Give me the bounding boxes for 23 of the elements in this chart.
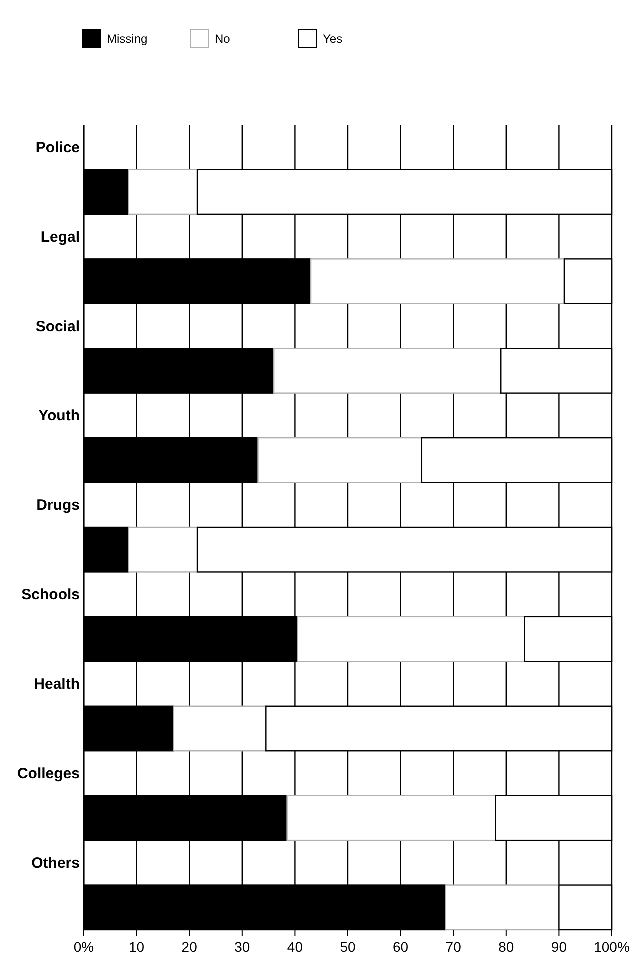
x-tick-label: 40 [287, 939, 304, 955]
y-tick-label: Drugs [36, 497, 80, 514]
y-tick-label: Social [36, 318, 80, 336]
y-tick-label: Legal [40, 228, 80, 246]
x-tick-label: 0% [74, 939, 94, 955]
y-tick-label: Colleges [17, 765, 80, 782]
x-tick-label: 30 [234, 939, 250, 955]
x-tick-label: 10 [129, 939, 145, 955]
x-tick-label: 60 [393, 939, 409, 955]
x-tick-label: 20 [182, 939, 198, 955]
x-tick-label: 70 [446, 939, 462, 955]
x-tick-label: 90 [551, 939, 568, 955]
y-tick-label: Police [36, 139, 80, 156]
legend-label: Yes [323, 32, 343, 46]
y-tick-label: Schools [22, 586, 80, 604]
legend-label: Missing [107, 32, 148, 46]
x-tick-label: 50 [340, 939, 356, 955]
x-tick-label: 80 [498, 939, 514, 955]
y-tick-label: Youth [38, 408, 80, 425]
y-tick-label: Others [32, 854, 80, 872]
legend-label: No [215, 32, 231, 46]
x-tick-label: 100% [594, 939, 630, 955]
y-tick-label: Health [34, 676, 80, 694]
